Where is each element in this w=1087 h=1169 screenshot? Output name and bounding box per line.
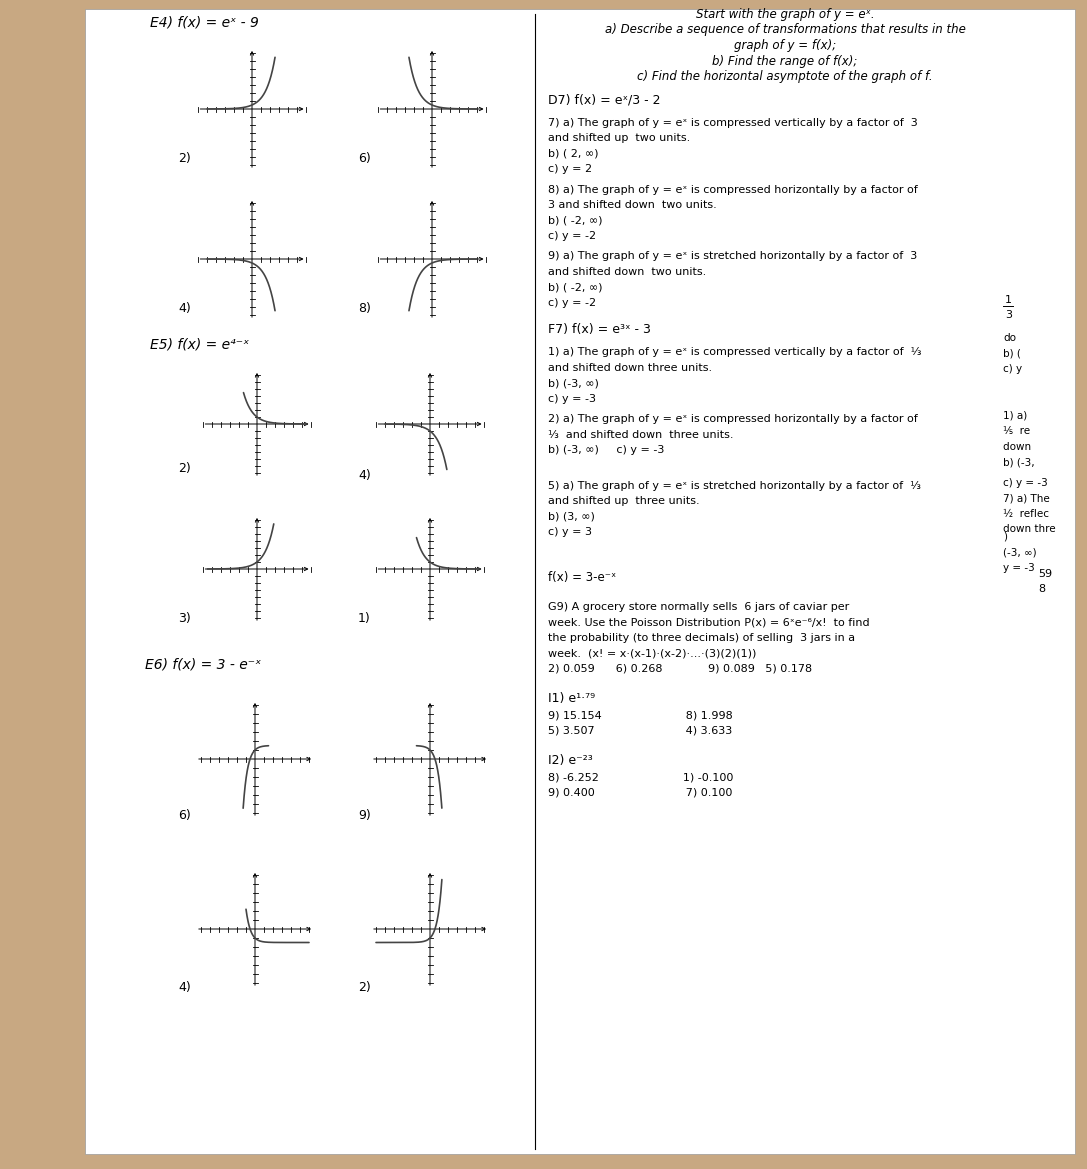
Text: 4): 4) — [178, 302, 190, 314]
Text: 59: 59 — [1038, 568, 1052, 579]
Text: 5) 3.507                          4) 3.633: 5) 3.507 4) 3.633 — [548, 726, 733, 735]
Text: (-3, ∞): (-3, ∞) — [1003, 547, 1037, 558]
Text: 7) a) The: 7) a) The — [1003, 493, 1050, 503]
Text: 1: 1 — [1005, 295, 1012, 305]
Text: 9) 0.400                          7) 0.100: 9) 0.400 7) 0.100 — [548, 788, 733, 797]
Text: b) (3, ∞): b) (3, ∞) — [548, 512, 595, 521]
Text: 6): 6) — [358, 152, 371, 165]
Text: 2) 0.059      6) 0.268             9) 0.089   5) 0.178: 2) 0.059 6) 0.268 9) 0.089 5) 0.178 — [548, 664, 812, 673]
Text: c) y = -2: c) y = -2 — [548, 231, 596, 241]
Text: week.  (x! = x·(x-1)·(x-2)·...·(3)(2)(1)): week. (x! = x·(x-1)·(x-2)·...·(3)(2)(1)) — [548, 648, 757, 658]
Text: b) ( -2, ∞): b) ( -2, ∞) — [548, 215, 602, 226]
Text: 9): 9) — [358, 809, 371, 822]
Text: 6): 6) — [178, 809, 190, 822]
Text: I1) e¹·⁷⁹: I1) e¹·⁷⁹ — [548, 692, 595, 705]
Text: E6) f(x) = 3 - e⁻ˣ: E6) f(x) = 3 - e⁻ˣ — [145, 658, 261, 672]
Text: Start with the graph of y = eˣ.: Start with the graph of y = eˣ. — [696, 8, 874, 21]
Text: 5) a) The graph of y = eˣ is stretched horizontally by a factor of  ⅓: 5) a) The graph of y = eˣ is stretched h… — [548, 480, 921, 491]
Text: 2) a) The graph of y = eˣ is compressed horizontally by a factor of: 2) a) The graph of y = eˣ is compressed … — [548, 414, 917, 424]
Text: c) y = -3: c) y = -3 — [1003, 478, 1048, 487]
Text: 8): 8) — [358, 302, 371, 314]
Text: week. Use the Poisson Distribution P(x) = 6ˣe⁻⁶/x!  to find: week. Use the Poisson Distribution P(x) … — [548, 617, 870, 627]
Text: 3 and shifted down  two units.: 3 and shifted down two units. — [548, 200, 716, 210]
Text: c) y = 3: c) y = 3 — [548, 527, 592, 537]
Text: down: down — [1003, 442, 1038, 452]
Text: b) (-3, ∞): b) (-3, ∞) — [548, 379, 599, 388]
Text: 8: 8 — [1038, 584, 1045, 594]
Text: and shifted up  two units.: and shifted up two units. — [548, 133, 690, 144]
Text: 7) a) The graph of y = eˣ is compressed vertically by a factor of  3: 7) a) The graph of y = eˣ is compressed … — [548, 118, 917, 127]
Text: c) y: c) y — [1003, 365, 1022, 374]
Text: G9) A grocery store normally sells  6 jars of caviar per: G9) A grocery store normally sells 6 jar… — [548, 602, 849, 611]
Text: ⅕  re: ⅕ re — [1003, 427, 1030, 436]
Text: c) y = -3: c) y = -3 — [548, 394, 596, 403]
Text: 9) 15.154                        8) 1.998: 9) 15.154 8) 1.998 — [548, 710, 733, 720]
Text: y = -3: y = -3 — [1003, 563, 1035, 573]
Text: b) ( 2, ∞): b) ( 2, ∞) — [548, 148, 599, 159]
Text: a) Describe a sequence of transformations that results in the: a) Describe a sequence of transformation… — [604, 23, 965, 36]
Text: 4): 4) — [178, 981, 190, 994]
Text: b) (-3, ∞)     c) y = -3: b) (-3, ∞) c) y = -3 — [548, 445, 664, 455]
Text: E4) f(x) = eˣ - 9: E4) f(x) = eˣ - 9 — [150, 15, 259, 29]
Text: ½  reflec: ½ reflec — [1003, 509, 1049, 519]
Text: 1): 1) — [358, 613, 371, 625]
Text: 1) a) The graph of y = eˣ is compressed vertically by a factor of  ⅓: 1) a) The graph of y = eˣ is compressed … — [548, 347, 922, 358]
Text: c) Find the horizontal asymptote of the graph of f.: c) Find the horizontal asymptote of the … — [637, 70, 933, 83]
Text: ): ) — [1003, 532, 1007, 542]
Text: and shifted up  three units.: and shifted up three units. — [548, 496, 700, 506]
Text: do: do — [1003, 333, 1016, 344]
Text: 2): 2) — [178, 152, 190, 165]
Text: c) y = 2: c) y = 2 — [548, 165, 592, 174]
Text: b) ( -2, ∞): b) ( -2, ∞) — [548, 282, 602, 292]
Text: 9) a) The graph of y = eˣ is stretched horizontally by a factor of  3: 9) a) The graph of y = eˣ is stretched h… — [548, 251, 917, 261]
Text: 8) -6.252                        1) -0.100: 8) -6.252 1) -0.100 — [548, 772, 734, 782]
Text: 2): 2) — [358, 981, 371, 994]
Text: E5) f(x) = e⁴⁻ˣ: E5) f(x) = e⁴⁻ˣ — [150, 338, 249, 352]
Text: 2): 2) — [178, 462, 190, 475]
Text: c) y = -2: c) y = -2 — [548, 298, 596, 307]
Text: and shifted down  two units.: and shifted down two units. — [548, 267, 707, 277]
Text: 8) a) The graph of y = eˣ is compressed horizontally by a factor of: 8) a) The graph of y = eˣ is compressed … — [548, 185, 917, 194]
Text: D7) f(x) = eˣ/3 - 2: D7) f(x) = eˣ/3 - 2 — [548, 94, 661, 106]
Text: b) (: b) ( — [1003, 348, 1021, 359]
Text: b) Find the range of f(x);: b) Find the range of f(x); — [712, 55, 858, 68]
Text: F7) f(x) = e³ˣ - 3: F7) f(x) = e³ˣ - 3 — [548, 323, 651, 336]
Text: f(x) = 3-e⁻ˣ: f(x) = 3-e⁻ˣ — [548, 570, 616, 583]
Text: I2) e⁻²³: I2) e⁻²³ — [548, 754, 592, 767]
Text: 3): 3) — [178, 613, 190, 625]
Text: graph of y = f(x);: graph of y = f(x); — [734, 39, 836, 51]
Text: 3: 3 — [1005, 310, 1012, 320]
Text: and shifted down three units.: and shifted down three units. — [548, 362, 712, 373]
FancyBboxPatch shape — [85, 9, 1075, 1154]
Text: ⅓  and shifted down  three units.: ⅓ and shifted down three units. — [548, 429, 734, 440]
Text: 4): 4) — [358, 469, 371, 482]
Text: b) (-3,: b) (-3, — [1003, 457, 1035, 468]
Text: the probability (to three decimals) of selling  3 jars in a: the probability (to three decimals) of s… — [548, 632, 855, 643]
Text: down thre: down thre — [1003, 524, 1055, 534]
Text: 1) a): 1) a) — [1003, 411, 1027, 421]
